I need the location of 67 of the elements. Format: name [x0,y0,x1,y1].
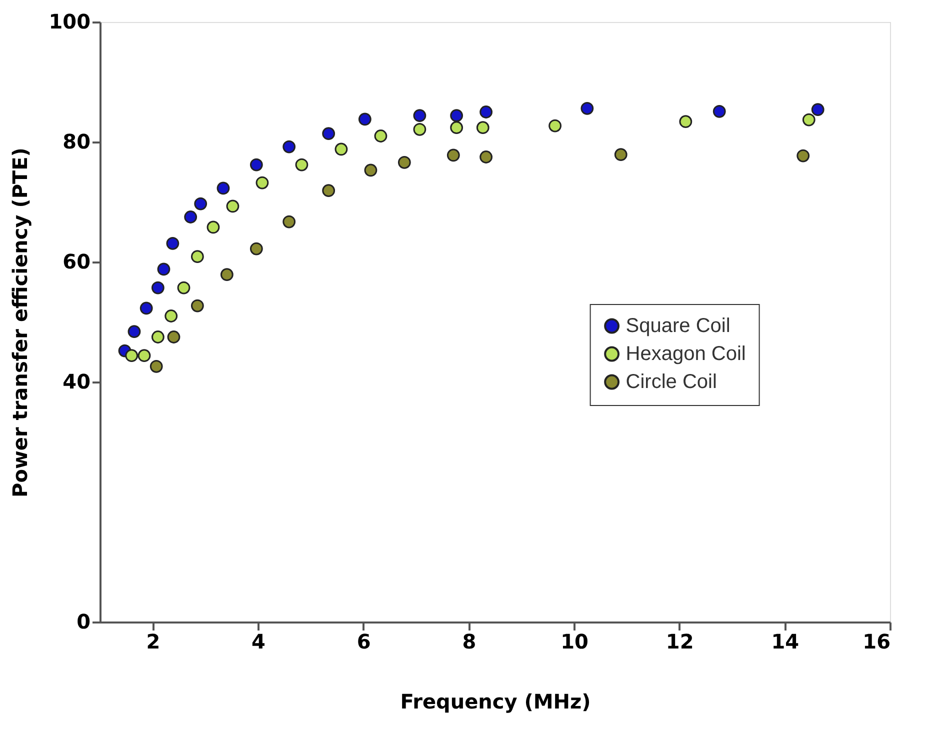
point [177,281,190,294]
point [322,127,336,140]
point [151,281,164,294]
x-tick-label: 12 [666,630,694,654]
point [480,150,492,164]
x-tick-label: 16 [862,630,890,654]
legend-label: Circle Coil [626,371,717,393]
point [166,236,180,250]
y-axis-title: Power transfer efficiency (PTE) [8,148,32,498]
y-tick-label: 0 [76,610,90,634]
point [250,242,263,256]
legend-label: Hexagon Coil [626,343,746,365]
point [476,121,490,134]
point [295,158,308,172]
x-tick-label: 14 [771,630,800,654]
point [548,119,562,132]
point [128,325,141,338]
point [712,104,726,118]
x-tick-label: 6 [356,630,371,654]
point [282,215,296,228]
point [282,140,296,154]
point [480,106,492,118]
point [167,330,180,344]
point [811,103,824,116]
point [125,349,138,362]
point [138,349,151,362]
point [358,112,372,126]
point [216,182,230,195]
point [446,148,460,162]
point [190,299,204,312]
point [322,184,336,198]
point [226,200,240,213]
point [802,113,816,126]
point [413,109,426,122]
point [157,262,170,276]
point [374,130,388,142]
point [450,121,464,134]
x-tick-label: 4 [252,630,266,654]
x-tick-label: 8 [462,630,476,654]
point [206,220,220,234]
x-axis-title: Frequency (MHz) [400,690,591,714]
point [413,122,426,136]
x-tick-label: 2 [146,630,160,654]
y-tick-label: 100 [48,10,90,34]
y-tick-label: 80 [62,130,90,154]
legend-label: Square Coil [626,315,730,337]
point [398,156,411,169]
point [151,330,164,344]
point [450,109,464,122]
y-tick-label: 40 [62,370,90,394]
point [796,149,810,162]
point [150,360,163,373]
point [250,158,263,172]
x-tick-label: 10 [560,630,588,654]
point [220,268,234,282]
point [364,164,378,177]
point [164,310,178,322]
point [256,176,269,190]
point [614,148,628,162]
point [140,302,153,315]
y-tick-label: 60 [62,250,90,274]
point [184,210,198,224]
point [334,142,348,156]
point [190,250,204,264]
point [580,102,594,115]
point [194,197,208,210]
point [679,115,692,128]
